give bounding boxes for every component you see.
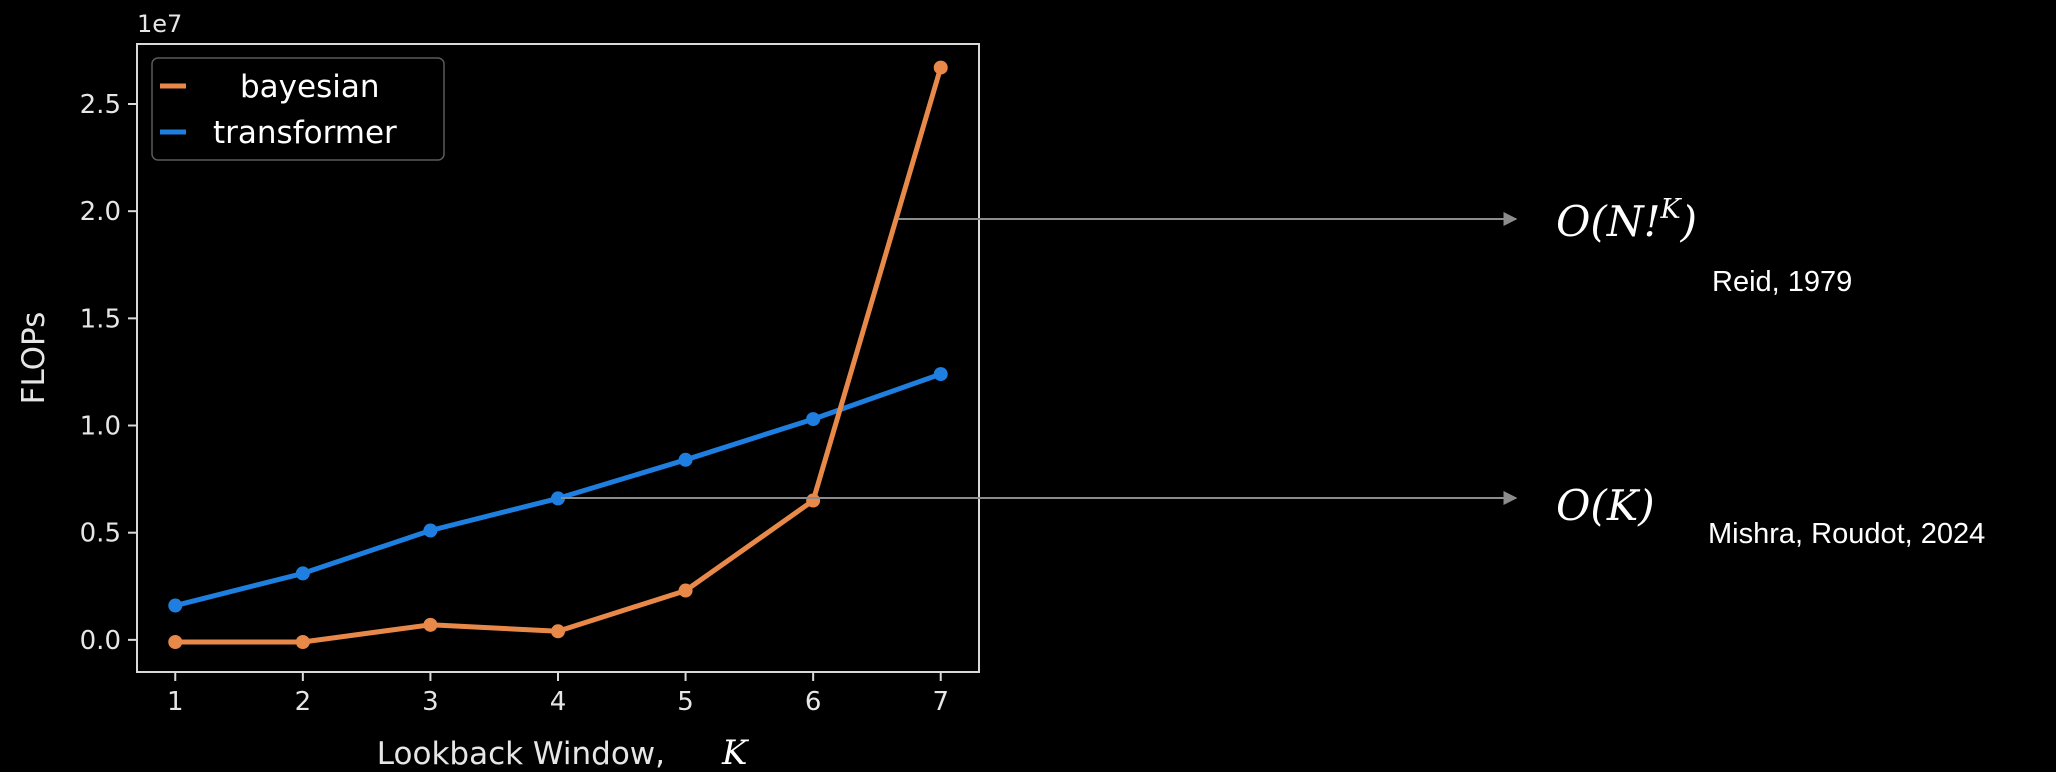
citation-reid: Reid, 1979 [1712, 266, 1852, 298]
x-tick-label: 2 [295, 687, 312, 717]
y-tick-label: 0.0 [80, 626, 121, 656]
transformer-point [423, 523, 438, 538]
citation-mishra-roudot: Mishra, Roudot, 2024 [1708, 518, 1985, 550]
transformer-point [551, 491, 565, 506]
bayesian-point [933, 60, 948, 75]
transformer-point [678, 452, 693, 467]
series-layer [168, 60, 948, 649]
legend-label-bayesian: bayesian [240, 69, 380, 105]
x-tick-label: 6 [805, 687, 822, 717]
bayesian-point [551, 624, 565, 639]
y-tick-label: 2.0 [80, 197, 121, 227]
y-tick-label: 0.5 [80, 519, 121, 549]
y-axis-title: FLOPs [16, 312, 52, 405]
x-axis-ticks: 1 2 3 4 5 6 7 [167, 672, 949, 717]
bayesian-point [295, 634, 310, 649]
x-axis-title: Lookback Window, [377, 736, 665, 772]
y-tick-label: 1.0 [80, 412, 121, 442]
bayesian-point [168, 634, 183, 649]
complexity-linear: O(K) [1556, 481, 1655, 530]
x-tick-label: 1 [167, 687, 184, 717]
transformer-line [174, 371, 942, 609]
transformer-point [168, 598, 183, 613]
legend: bayesian transformer [151, 57, 445, 161]
y-tick-label: 1.5 [80, 304, 121, 334]
legend-label-transformer: transformer [213, 115, 397, 151]
bayesian-point [806, 493, 821, 508]
y-axis-ticks: 0.0 0.5 1.0 1.5 2.0 2.5 [80, 90, 137, 656]
bayesian-point [423, 617, 438, 632]
transformer-point [806, 412, 821, 427]
bayesian-point [678, 583, 693, 598]
x-tick-label: 4 [550, 687, 567, 717]
y-tick-label: 2.5 [80, 90, 121, 120]
y-scale-exponent: 1e7 [137, 10, 182, 38]
x-axis-variable: K [721, 733, 750, 772]
transformer-point [295, 566, 310, 581]
legend-box [151, 57, 445, 161]
x-tick-label: 3 [422, 687, 439, 717]
x-tick-label: 7 [932, 687, 949, 717]
complexity-factorial: O(N!K) [1556, 194, 1697, 246]
x-tick-label: 5 [677, 687, 694, 717]
transformer-point [933, 367, 948, 382]
